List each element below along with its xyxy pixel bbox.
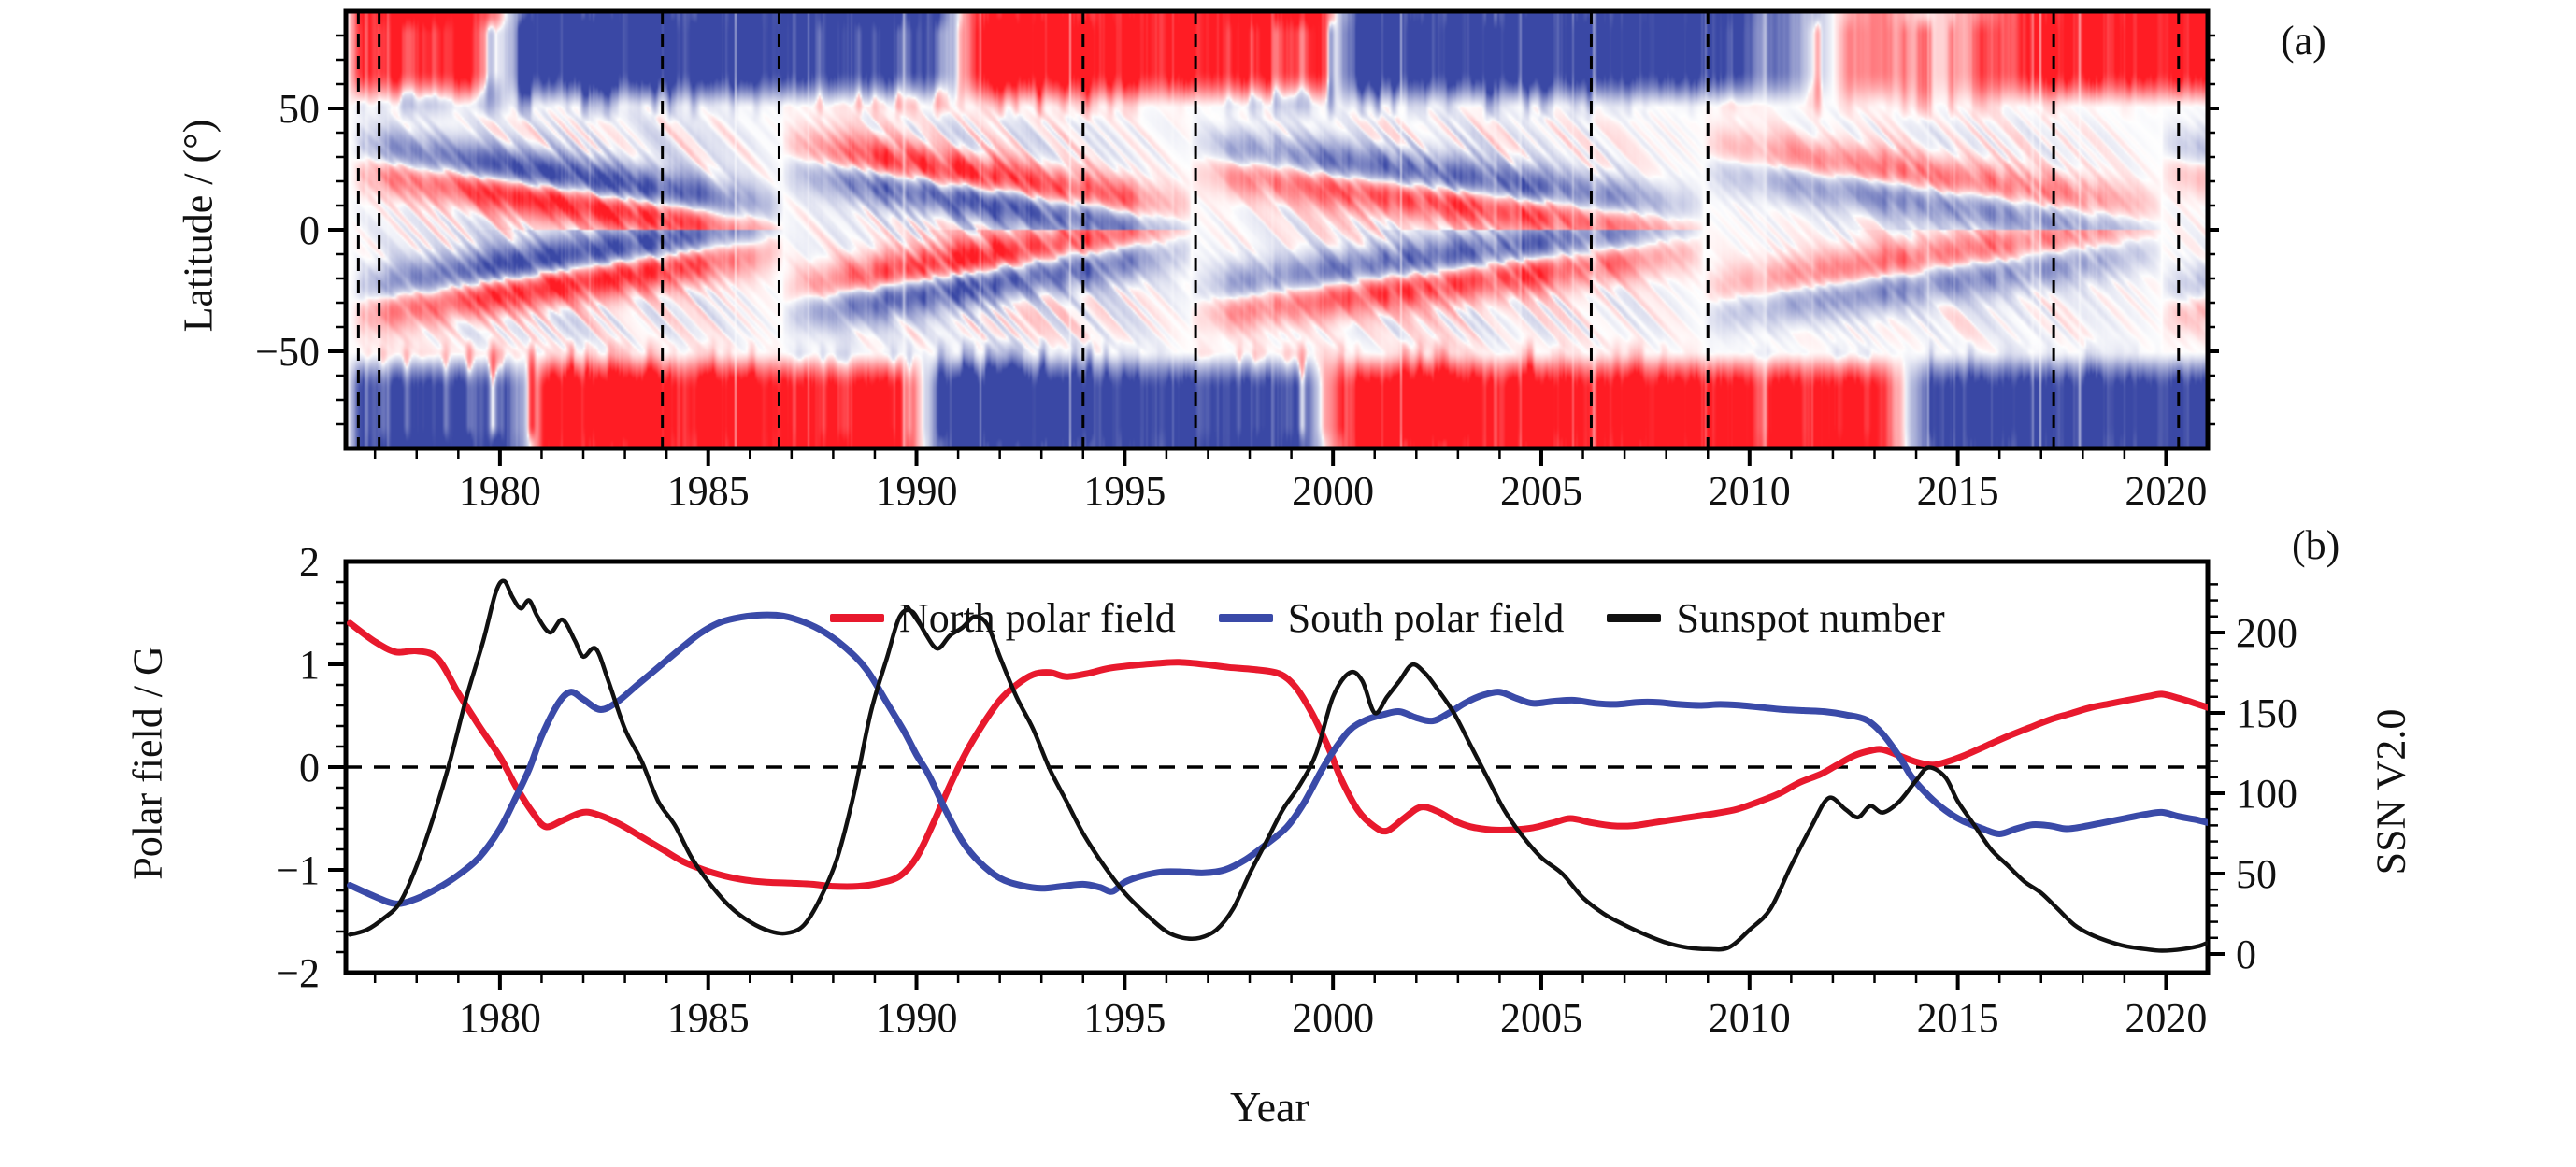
panel-a-x-tick-label: 2020 [2125,468,2207,514]
panel-a-label: (a) [2281,18,2326,64]
legend-item-south: South polar field [1218,594,1565,642]
x-axis-title: Year [1230,1083,1309,1131]
legend-label-south: South polar field [1287,595,1565,641]
panel-b-x-tick-label: 2020 [2125,995,2207,1041]
panel-a-y-tick-label: 50 [279,86,320,132]
legend-label-north: North polar field [899,595,1176,641]
legend-item-ssn: Sunspot number [1607,594,1945,642]
panel-b-x-tick-label: 1980 [459,995,541,1041]
south-polar-field-curve [347,611,2208,907]
panel-b-x-tick-label: 1995 [1083,995,1166,1041]
panel-b-x-tick-label: 1990 [876,995,958,1041]
panel-b-x-tick-label: 2005 [1500,995,1582,1041]
panel-a-y-tick-label: 0 [299,207,320,253]
panel-a-x-tick-label: 2010 [1709,468,1791,514]
panel-b-label: (b) [2292,522,2340,568]
panel-b-y-left-title: Polar field / G [124,646,171,880]
north-polar-field-curve [347,619,2208,890]
panel-b-x-tick-label: 2010 [1709,995,1791,1041]
panel-a-x-tick-label: 1995 [1083,468,1166,514]
butterfly-heatmap-canvas [346,11,2208,448]
panel-a-y-axis-title: Latitude / (°) [175,119,222,333]
panel-b-y-left-tick-label: 0 [299,745,320,790]
panel-b-y-right-tick-label: 100 [2236,771,2297,817]
panel-b-y-right-title: SSN V2.0 [2368,708,2414,875]
panel-b-y-left-tick-label: 1 [299,642,320,688]
panel-b-x-tick-label: 1985 [667,995,750,1041]
sunspot-number-curve [348,578,2208,953]
panel-b-y-left-tick-label: 2 [299,539,320,585]
panel-a-x-tick-label: 2005 [1500,468,1582,514]
panel-a-x-tick-label: 1985 [667,468,750,514]
panel-b-x-tick-label: 2000 [1292,995,1374,1041]
panel-a-y-tick-label: −50 [255,329,320,375]
legend-label-ssn: Sunspot number [1676,595,1945,641]
panel-b-y-right-tick-label: 0 [2236,932,2256,977]
panel-a-x-tick-label: 2015 [1917,468,1999,514]
panel-a-x-tick-label: 2000 [1292,468,1374,514]
axis-frame [343,8,2211,451]
panel-b-y-right-tick-label: 50 [2236,851,2277,897]
panel-b-x-tick-label: 2015 [1917,995,1999,1041]
panel-a-x-tick-label: 1980 [459,468,541,514]
legend: North polar field South polar field Suns… [830,594,1945,642]
south-polar-field-line-swatch [1218,614,1273,622]
legend-item-north: North polar field [830,594,1176,642]
panel-b-y-left-tick-label: −1 [276,847,320,893]
north-polar-field-line-swatch [830,614,884,622]
panel-b-y-left-tick-label: −2 [276,950,320,996]
sunspot-number-line-swatch [1607,614,1662,622]
panel-a-x-tick-label: 1990 [876,468,958,514]
panel-b-y-right-tick-label: 150 [2236,690,2297,736]
panel-b-y-right-tick-label: 200 [2236,610,2297,656]
